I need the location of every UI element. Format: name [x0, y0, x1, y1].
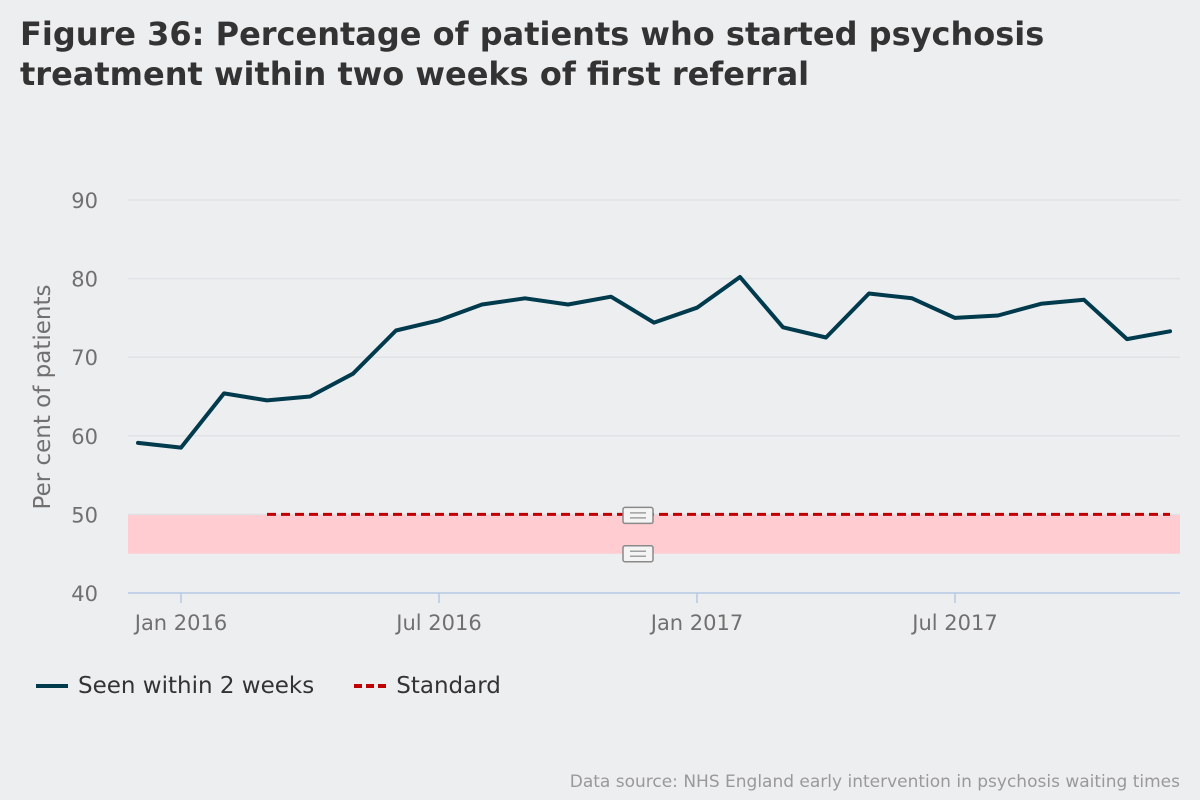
legend-swatch-dashed — [354, 684, 387, 688]
data-source-note: Data source: NHS England early intervent… — [569, 772, 1180, 792]
data-point-2016-06[interactable] — [391, 325, 401, 335]
x-tick-label-2: Jan 2017 — [649, 611, 744, 635]
data-point-2015-12[interactable] — [133, 438, 143, 448]
y-axis-label: Per cent of patients — [30, 285, 56, 510]
data-point-2016-07[interactable] — [434, 315, 444, 325]
data-point-2016-01[interactable] — [176, 443, 186, 453]
legend-label-standard: Standard — [396, 673, 501, 699]
data-point-2017-10[interactable] — [1079, 295, 1089, 305]
data-point-2017-06[interactable] — [907, 293, 917, 303]
data-point-2016-09[interactable] — [520, 293, 530, 303]
data-point-2017-03[interactable] — [778, 322, 788, 332]
y-tick-label-70: 70 — [71, 346, 98, 370]
data-point-2016-05[interactable] — [348, 369, 358, 379]
data-point-2016-04[interactable] — [305, 392, 315, 402]
data-point-2017-05[interactable] — [864, 289, 874, 299]
legend: Seen within 2 weeks Standard — [36, 670, 541, 702]
y-tick-label-60: 60 — [71, 425, 98, 449]
legend-item-seen[interactable]: Seen within 2 weeks — [36, 673, 314, 699]
data-point-2016-02[interactable] — [219, 388, 229, 398]
y-tick-label-50: 50 — [71, 503, 98, 527]
data-point-2017-12[interactable] — [1165, 326, 1175, 336]
data-point-2017-11[interactable] — [1122, 334, 1132, 344]
data-point-2016-12[interactable] — [649, 318, 659, 328]
data-point-2016-08[interactable] — [477, 300, 487, 310]
standard-note-icon[interactable] — [622, 506, 654, 525]
target-band — [128, 514, 1180, 554]
x-tick-label-3: Jul 2017 — [910, 611, 997, 635]
y-tick-label-80: 80 — [71, 268, 98, 292]
data-point-2017-07[interactable] — [950, 313, 960, 323]
x-tick-label-1: Jul 2016 — [394, 611, 481, 635]
data-point-2016-03[interactable] — [262, 395, 272, 405]
data-point-2017-02[interactable] — [735, 272, 745, 282]
data-point-2016-10[interactable] — [563, 300, 573, 310]
band-note-icon[interactable] — [622, 544, 654, 563]
x-tick-label-0: Jan 2016 — [133, 611, 228, 635]
y-tick-label-40: 40 — [71, 582, 98, 606]
data-point-2017-09[interactable] — [1036, 299, 1046, 309]
data-point-2016-11[interactable] — [606, 292, 616, 302]
y-tick-label-90: 90 — [71, 189, 98, 213]
legend-label-seen: Seen within 2 weeks — [78, 673, 315, 699]
legend-swatch-solid — [36, 684, 68, 688]
legend-item-standard[interactable]: Standard — [354, 673, 501, 699]
chart-title: Figure 36: Percentage of patients who st… — [20, 15, 1045, 93]
data-point-2017-08[interactable] — [993, 311, 1003, 321]
data-point-2017-01[interactable] — [692, 303, 702, 313]
data-point-2017-04[interactable] — [821, 333, 831, 343]
series-line-seen-within-2-weeks — [136, 275, 1172, 450]
